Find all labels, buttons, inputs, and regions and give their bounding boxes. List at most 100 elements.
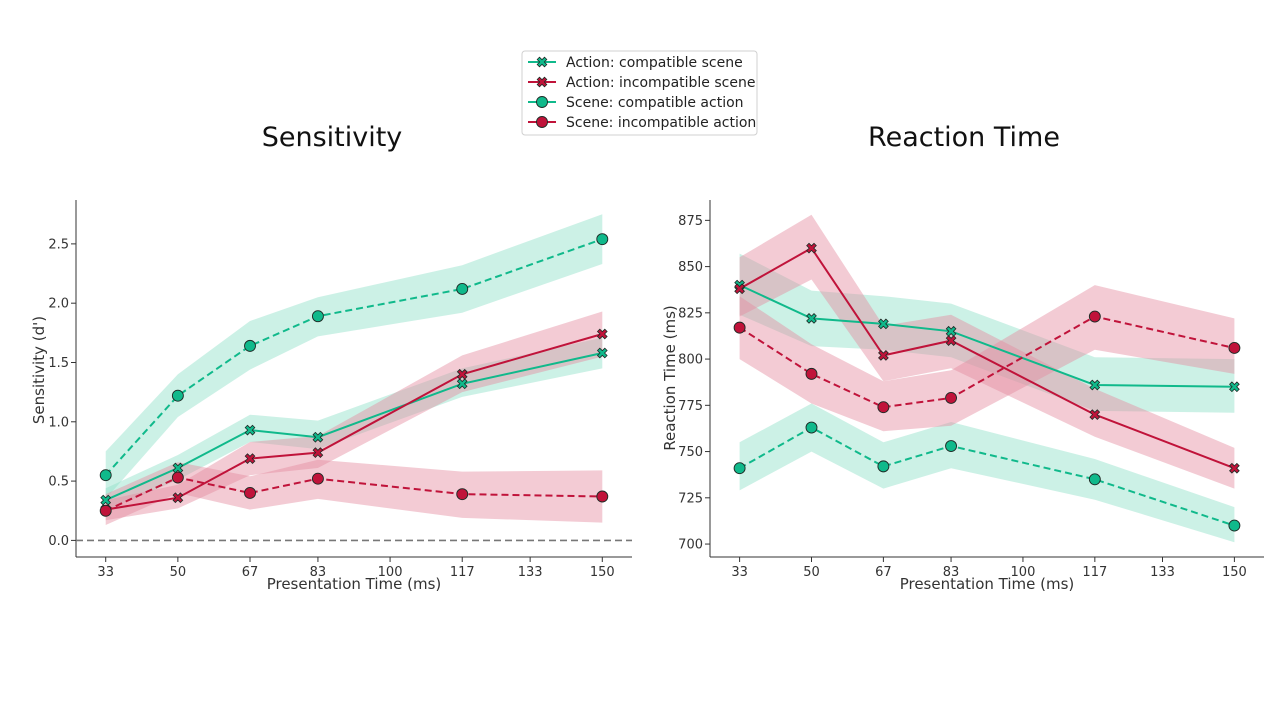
sensitivity-x-tick-label: 117 [450, 565, 475, 580]
sensitivity-line-series-1 [105, 352, 603, 502]
reaction-time-y-tick-label: 875 [678, 214, 703, 229]
reaction-time-point-series-4 [733, 321, 746, 334]
sensitivity-y-tick-label: 2.5 [48, 237, 69, 252]
reaction-time-title: Reaction Time [868, 122, 1060, 153]
reaction-time-point-series-3 [1088, 473, 1101, 486]
legend-marker-2 [536, 76, 548, 88]
sensitivity-point-series-4 [456, 488, 469, 501]
reaction-time-point-series-1 [878, 318, 889, 330]
sensitivity-point-series-1 [244, 424, 256, 436]
sensitivity-x-tick-label: 67 [242, 565, 259, 580]
sensitivity-point-series-2 [596, 328, 608, 340]
reaction-time-x-tick-label: 100 [1011, 565, 1036, 580]
reaction-time-x-tick-label: 133 [1150, 565, 1175, 580]
sensitivity-point-series-3 [244, 339, 256, 352]
reaction-time-y-tick-label: 800 [678, 353, 703, 368]
sensitivity-point-series-1 [596, 347, 608, 359]
sensitivity-y-tick-label: 0.0 [48, 534, 69, 549]
reaction-time-x-tick-label: 33 [731, 565, 748, 580]
sensitivity-point-series-3 [311, 310, 324, 323]
sensitivity-point-series-2 [456, 368, 468, 380]
sensitivity-y-axis-label: Sensitivity (d') [30, 316, 48, 424]
reaction-time-point-series-1 [945, 325, 957, 337]
reaction-time-point-series-4 [877, 401, 890, 414]
sensitivity-y-tick-label: 2.0 [48, 297, 69, 312]
reaction-time-band-series-1 [739, 253, 1235, 413]
reaction-time-y-tick-label: 825 [678, 306, 703, 321]
reaction-time-point-series-3 [733, 462, 746, 475]
sensitivity-point-series-1 [100, 494, 112, 506]
legend-frame [521, 50, 758, 136]
reaction-time-x-tick-label: 50 [803, 565, 820, 580]
sensitivity-band-series-3 [105, 214, 603, 499]
sensitivity-x-axis-label: Presentation Time (ms) [267, 575, 442, 593]
legend-label-3: Scene: compatible action [566, 95, 744, 111]
sensitivity-point-series-4 [596, 490, 609, 503]
reaction-time-x-axis-label: Presentation Time (ms) [900, 575, 1075, 593]
reaction-time-line-series-3 [739, 426, 1235, 527]
sensitivity-point-series-2 [244, 453, 256, 464]
legend-marker-3 [536, 96, 548, 108]
sensitivity-point-series-1 [456, 378, 468, 390]
reaction-time-point-series-2 [1089, 409, 1101, 420]
reaction-time-point-series-3 [945, 440, 958, 452]
sensitivity-title: Sensitivity [262, 122, 403, 153]
reaction-time-point-series-2 [734, 283, 745, 295]
reaction-time-x-tick-label: 83 [943, 565, 960, 580]
sensitivity-y-tick-label: 1.5 [48, 356, 69, 371]
reaction-time-y-tick-label: 775 [678, 399, 703, 414]
reaction-time-point-series-3 [1228, 519, 1241, 532]
reaction-time-y-axis-label: Reaction Time (ms) [661, 305, 679, 451]
reaction-time-line-series-1 [739, 284, 1235, 388]
reaction-time-point-series-4 [945, 391, 958, 404]
sensitivity-y-tick-label: 1.0 [48, 415, 69, 430]
sensitivity-point-series-3 [456, 283, 469, 295]
reaction-time-x-tick-label: 67 [875, 565, 892, 580]
sensitivity-point-series-3 [171, 389, 184, 402]
sensitivity-point-series-2 [172, 492, 184, 504]
reaction-time-point-series-3 [805, 421, 818, 434]
reaction-time-point-series-2 [1229, 462, 1240, 474]
sensitivity-point-series-4 [311, 472, 324, 485]
sensitivity-point-series-1 [312, 431, 324, 443]
legend-label-2: Action: incompatible scene [566, 75, 755, 91]
sensitivity-point-series-4 [244, 487, 256, 499]
sensitivity-line-series-3 [104, 238, 603, 476]
sensitivity-band-series-2 [105, 311, 603, 521]
sensitivity-x-tick-label: 33 [97, 565, 114, 580]
legend: Action: compatible scene Action: incompat… [521, 50, 758, 136]
sensitivity-x-tick-label: 100 [378, 565, 403, 580]
sensitivity-band-series-4 [105, 459, 603, 525]
reaction-time-x-tick-label: 117 [1082, 565, 1107, 580]
reaction-time-band-series-3 [739, 403, 1235, 543]
reaction-time-point-series-3 [877, 460, 890, 473]
reaction-time-point-series-4 [1228, 342, 1241, 354]
reaction-time-point-series-1 [1229, 381, 1240, 393]
legend-label-4: Scene: incompatible action [566, 115, 756, 131]
reaction-time-y-tick-label: 725 [678, 491, 703, 506]
sensitivity-line-series-2 [105, 333, 603, 511]
legend-marker-4 [536, 116, 548, 128]
reaction-time-point-series-4 [805, 367, 818, 380]
sensitivity-line-series-4 [105, 476, 603, 512]
reaction-time-point-series-2 [878, 350, 889, 361]
sensitivity-point-series-3 [99, 469, 112, 482]
reaction-time-point-series-1 [806, 313, 817, 324]
sensitivity-x-tick-label: 50 [170, 565, 187, 580]
sensitivity-x-tick-label: 83 [310, 565, 327, 580]
reaction-time-point-series-2 [806, 242, 817, 254]
reaction-time-y-tick-label: 700 [678, 538, 703, 553]
reaction-time-line-series-2 [739, 246, 1235, 470]
sensitivity-point-series-1 [172, 462, 184, 474]
reaction-time-panel: Reaction Time 33 50 67 83 100 117 133 150 700 725… [661, 122, 1264, 593]
sensitivity-point-series-3 [596, 233, 609, 246]
sensitivity-point-series-4 [171, 471, 184, 484]
reaction-time-y-tick-label: 850 [678, 260, 703, 275]
sensitivity-x-tick-label: 133 [518, 565, 543, 580]
sensitivity-panel: Sensitivity 33 50 67 83 100 117 133 150 0.0 0.5 1.… [30, 122, 632, 593]
sensitivity-point-series-2 [312, 447, 324, 458]
reaction-time-line-series-4 [739, 315, 1235, 409]
legend-marker-1 [536, 56, 548, 68]
reaction-time-y-tick-label: 750 [678, 445, 703, 460]
